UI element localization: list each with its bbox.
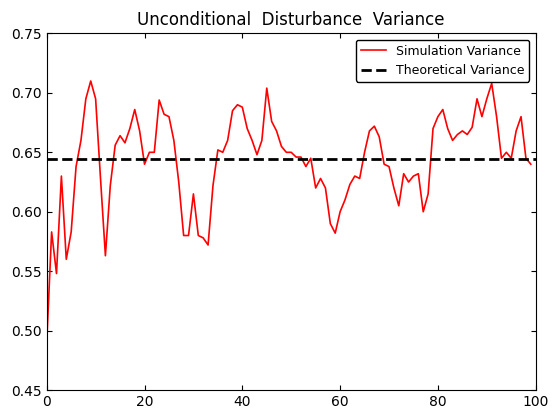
Simulation Variance — [161, 112, 167, 117]
Title: Unconditional  Disturbance  Variance: Unconditional Disturbance Variance — [137, 11, 445, 29]
Simulation Variance — [141, 162, 148, 167]
Simulation Variance — [528, 162, 534, 167]
Line: Simulation Variance: Simulation Variance — [46, 81, 531, 342]
Simulation Variance — [493, 114, 500, 119]
Simulation Variance — [337, 209, 343, 214]
Simulation Variance — [43, 340, 50, 345]
Simulation Variance — [87, 79, 94, 84]
Simulation Variance — [297, 155, 304, 160]
Legend: Simulation Variance, Theoretical Variance: Simulation Variance, Theoretical Varianc… — [356, 40, 529, 82]
Simulation Variance — [508, 156, 515, 161]
Theoretical Variance — [48, 156, 55, 161]
Theoretical Variance — [43, 156, 50, 161]
